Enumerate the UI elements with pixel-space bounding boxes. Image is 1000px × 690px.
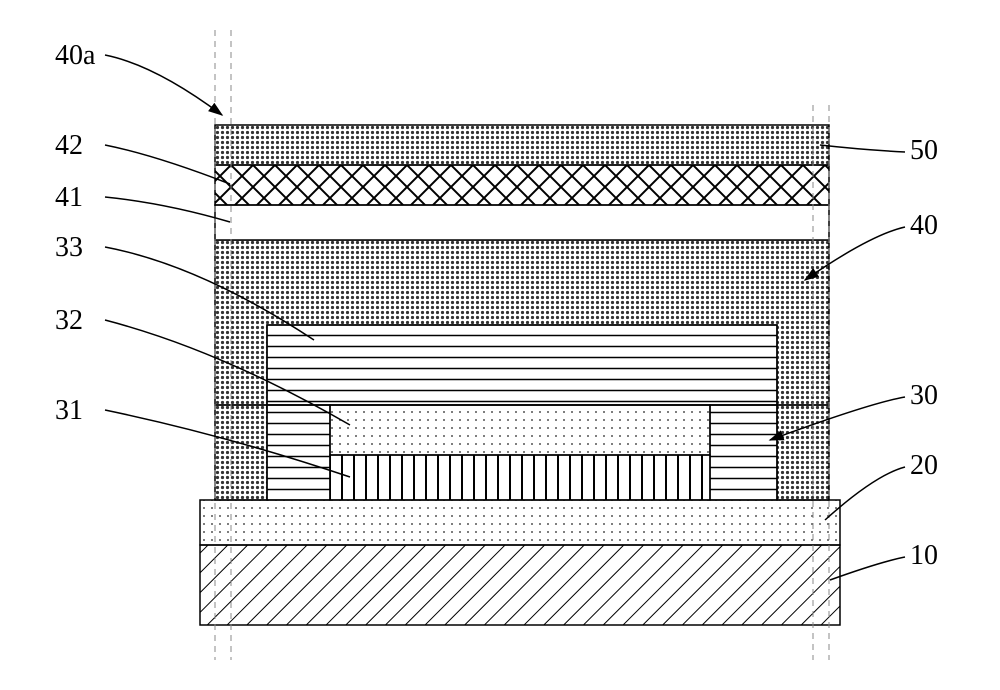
layer-42: [215, 165, 829, 205]
label-33: 33: [55, 232, 83, 264]
layer-31: [330, 455, 710, 500]
label-42: 42: [55, 130, 83, 162]
label-40: 40: [910, 210, 938, 242]
label-31: 31: [55, 395, 83, 427]
label-32: 32: [55, 305, 83, 337]
label-20: 20: [910, 450, 938, 482]
leader-40a: [105, 55, 222, 115]
layer-10: [200, 545, 840, 625]
layer-41: [215, 205, 829, 240]
layer-30-left: [267, 405, 330, 500]
label-50: 50: [910, 135, 938, 167]
leader-50: [820, 145, 905, 152]
diagram-svg: [0, 0, 1000, 690]
layer-50: [215, 125, 829, 165]
label-40a: 40a: [55, 40, 95, 72]
label-10: 10: [910, 540, 938, 572]
layer-32: [330, 405, 710, 455]
leader-10: [830, 557, 905, 580]
layer-40-left-post: [215, 405, 267, 500]
label-41: 41: [55, 182, 83, 214]
leader-42: [105, 145, 230, 184]
leader-41: [105, 197, 230, 222]
layer-20: [200, 500, 840, 545]
layer-33: [267, 325, 777, 405]
diagram-container: 40a 42 41 33 32 31 50 40 30 20 10: [0, 0, 1000, 690]
layer-40-right-post: [777, 405, 829, 500]
label-30: 30: [910, 380, 938, 412]
layer-30-right: [710, 405, 777, 500]
